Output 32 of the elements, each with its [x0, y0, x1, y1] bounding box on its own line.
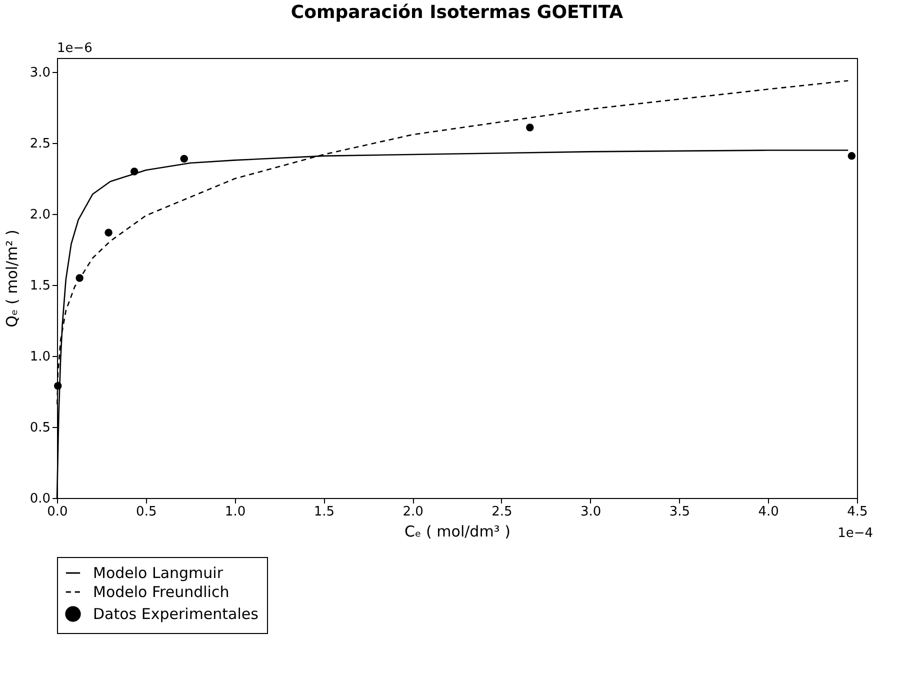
text: 1e−6	[57, 41, 92, 56]
point	[130, 168, 138, 176]
point	[848, 152, 856, 160]
x-axis-title: Cₑ ( mol/dm³ )	[404, 522, 510, 540]
x-tick-label: 1.5	[314, 504, 335, 520]
x-tick-label: 3.0	[580, 504, 602, 520]
point	[180, 154, 188, 163]
y-tick-label: 2.5	[30, 136, 50, 152]
y-tick-label: 2.0	[30, 208, 50, 223]
y-tick-label: 1.5	[30, 278, 50, 294]
point	[76, 274, 84, 282]
x-tick-label: 0.5	[136, 504, 157, 520]
x-tick-label: 0.0	[47, 504, 68, 520]
text: 1e−4	[838, 526, 873, 541]
y-axis-title: Qₑ ( mol/m² )	[2, 230, 21, 328]
point	[104, 228, 112, 236]
y-tick-label: 0.5	[30, 420, 50, 436]
x-tick-label: 2.0	[402, 504, 424, 520]
legend-label: Modelo Freundlich	[93, 583, 230, 601]
x-tick-label: 4.0	[758, 504, 779, 520]
legend-label: Modelo Langmuir	[93, 564, 224, 582]
y-tick-label: 0.0	[30, 492, 50, 506]
chart-title: Comparación Isotermas GOETITA	[290, 2, 624, 23]
x-tick-label: 3.5	[669, 504, 690, 520]
x-tick-label: 1.0	[224, 504, 246, 520]
y-tick-label: 1.0	[30, 350, 50, 365]
point	[54, 382, 62, 390]
point	[526, 124, 534, 132]
x-tick-label: 2.5	[492, 504, 512, 520]
x-tick-label: 4.5	[847, 504, 868, 520]
legend-label: Datos Experimentales	[93, 605, 259, 623]
y-tick-label: 3.0	[30, 66, 50, 81]
